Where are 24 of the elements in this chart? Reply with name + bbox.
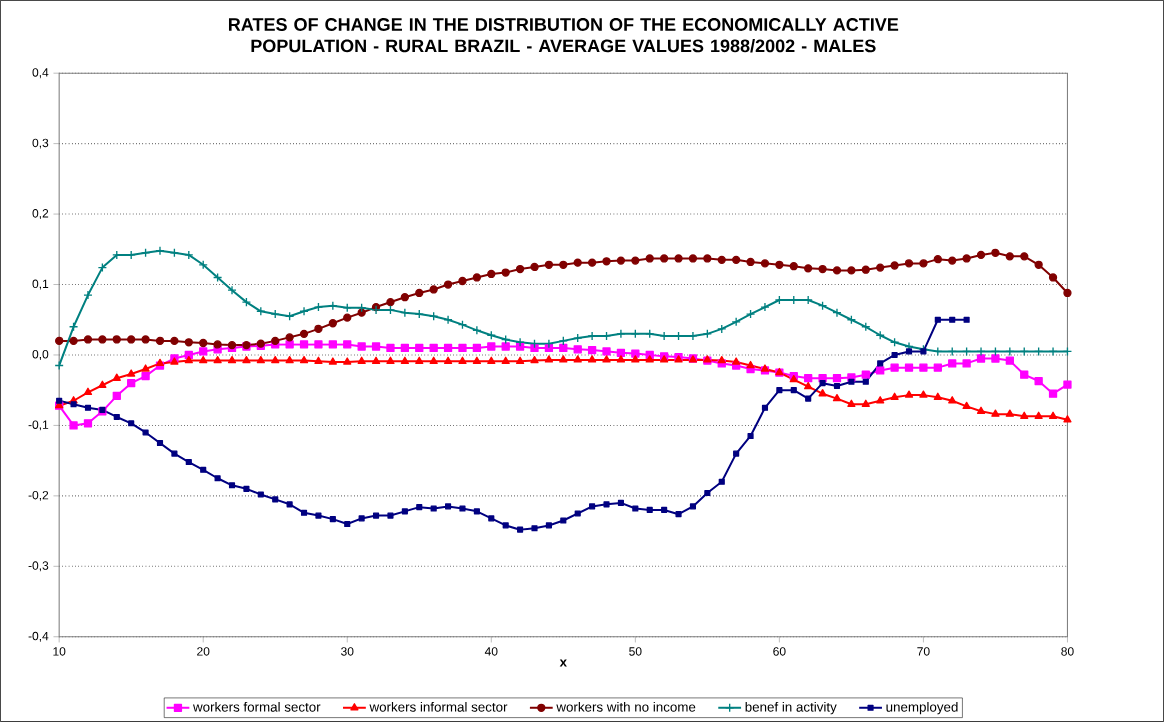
x-tick-label: 40 bbox=[484, 647, 498, 656]
legend-label: workers with no income bbox=[556, 701, 696, 712]
legend-label: workers formal sector bbox=[193, 701, 321, 712]
y-tick-label: 0,2 bbox=[32, 209, 49, 220]
x-tick-label: 10 bbox=[53, 647, 66, 656]
x-tick-label: 30 bbox=[341, 647, 354, 656]
y-tick-label: 0,1 bbox=[32, 279, 49, 290]
legend-label: benef in activity bbox=[745, 701, 837, 715]
chart-title: RATES OF CHANGE IN THE DISTRIBUTION OF THE ECONOMICALLY ACTIVE POPULATION - RURAL BRAZIL - AVERAGE VALUES 1988/2002 - MALES bbox=[228, 18, 899, 53]
x-tick-label: 70 bbox=[917, 647, 930, 656]
legend-label: unemployed bbox=[886, 701, 958, 715]
y-tick-label: 0,4 bbox=[32, 68, 49, 79]
x-axis-title: x bbox=[559, 659, 567, 667]
y-tick-label: -0,4 bbox=[28, 631, 49, 642]
legend-label: workers informal sector bbox=[369, 701, 508, 712]
y-tick-label: 0,0 bbox=[32, 350, 49, 360]
x-tick-label: 50 bbox=[629, 647, 642, 656]
y-tick-label: -0,2 bbox=[28, 490, 49, 501]
x-tick-label: 20 bbox=[197, 647, 210, 656]
y-tick-label: 0,3 bbox=[32, 138, 49, 149]
x-tick-label: 80 bbox=[1061, 647, 1074, 656]
x-tick-label: 60 bbox=[773, 647, 786, 656]
y-tick-label: -0,3 bbox=[28, 561, 49, 572]
y-tick-label: -0,1 bbox=[28, 420, 49, 431]
